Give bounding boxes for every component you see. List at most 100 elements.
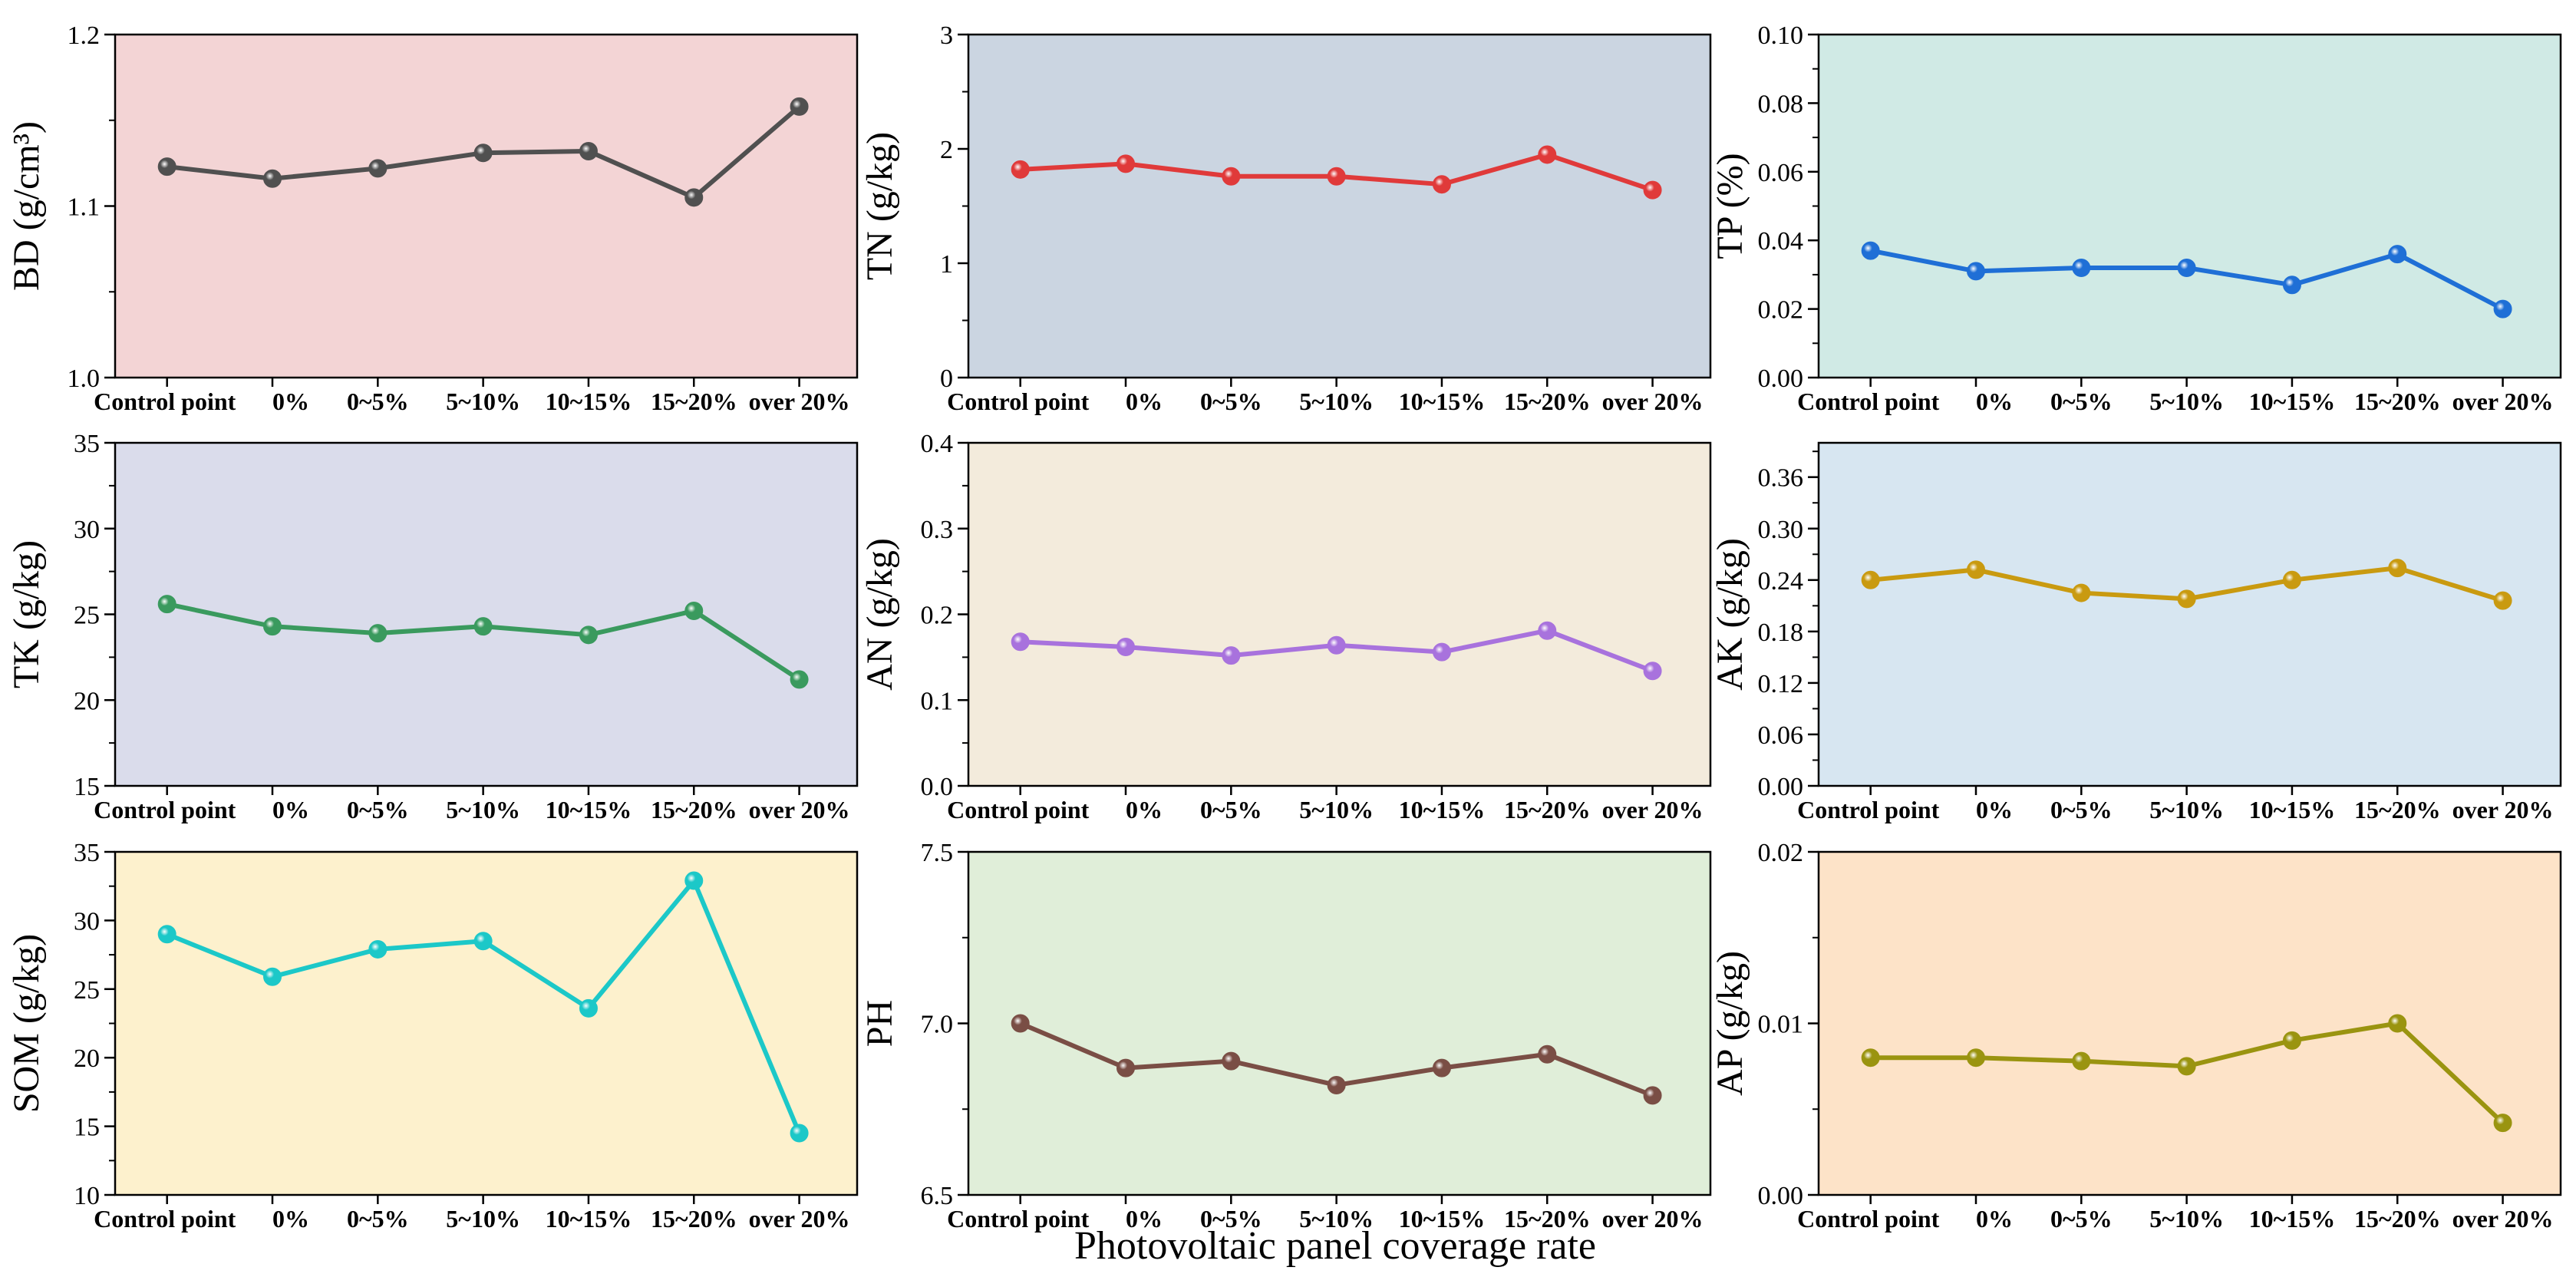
data-point-tk xyxy=(263,617,282,636)
y-tick-label-ak: 0.06 xyxy=(1758,721,1804,750)
plot-area-tk xyxy=(115,443,857,786)
data-point-ak xyxy=(2072,583,2091,602)
x-tick-label-ap: 0~5% xyxy=(2050,1205,2113,1233)
data-point-ph xyxy=(1011,1014,1030,1033)
data-point-ak xyxy=(1967,560,1986,579)
plot-frame-ph xyxy=(967,850,1712,1196)
chart-panel-ap: 0.00 0.01 0.02 Control point 0% 0~5% 5~10% 10~1… xyxy=(1710,839,2562,1233)
y-tick-label-tn: 1 xyxy=(940,250,953,279)
y-tick-label-tp: 0.04 xyxy=(1758,227,1804,256)
y-tick-label-tp: 0.08 xyxy=(1758,90,1804,118)
x-tick-label-tn: 5~10% xyxy=(1299,388,1374,415)
x-tick-label-som: 15~20% xyxy=(651,1205,737,1233)
y-tick-label-tk: 20 xyxy=(74,687,100,715)
x-tick-label-tk: 10~15% xyxy=(546,796,632,823)
plot-frame-ak xyxy=(1817,441,2562,787)
data-point-an xyxy=(1327,635,1346,655)
x-tick-label-bd: 15~20% xyxy=(651,388,737,415)
figure-x-axis-label: Photovoltaic panel coverage rate xyxy=(1074,1224,1596,1268)
x-tick-label-ph: 15~20% xyxy=(1504,1205,1591,1233)
x-tick-label-tp: 15~20% xyxy=(2354,388,2441,415)
y-tick-label-tn: 2 xyxy=(940,136,953,164)
data-point-ap xyxy=(2177,1057,2196,1076)
x-tick-label-tk: Control point xyxy=(94,796,236,823)
y-tick-label-ap: 0.02 xyxy=(1758,839,1804,867)
x-tick-label-bd: 0~5% xyxy=(347,388,409,415)
plot-area-tn xyxy=(968,35,1710,378)
x-tick-label-tn: 0% xyxy=(1126,388,1163,415)
x-tick-label-tn: Control point xyxy=(947,388,1090,415)
y-tick-label-bd: 1.2 xyxy=(68,21,101,50)
data-point-tk xyxy=(368,624,388,643)
x-tick-label-an: 0% xyxy=(1126,796,1163,823)
data-point-bd xyxy=(263,169,282,188)
x-tick-label-ak: 5~10% xyxy=(2149,796,2224,823)
x-tick-label-tp: Control point xyxy=(1797,388,1940,415)
plot-area-ph xyxy=(968,852,1710,1195)
data-point-tn xyxy=(1327,167,1346,186)
y-tick-label-som: 35 xyxy=(74,839,100,867)
data-point-bd xyxy=(579,141,598,160)
x-tick-label-tn: over 20% xyxy=(1602,388,1704,415)
y-tick-label-tp: 0.02 xyxy=(1758,296,1804,325)
x-tick-label-an: Control point xyxy=(947,796,1090,823)
data-point-tk xyxy=(684,602,704,621)
chart-panel-bd: 1.0 1.1 1.2 Control point 0% 0~5% 5~10% 10~15% 1… xyxy=(6,21,859,415)
x-tick-label-bd: 5~10% xyxy=(446,388,520,415)
data-point-ap xyxy=(2072,1051,2091,1071)
data-point-ph xyxy=(1222,1051,1241,1071)
data-point-an xyxy=(1538,621,1557,640)
x-tick-label-ak: 0% xyxy=(1976,796,2013,823)
data-point-tn xyxy=(1432,175,1451,194)
plot-area-tp xyxy=(1819,35,2561,378)
y-tick-label-som: 30 xyxy=(74,907,100,936)
x-tick-label-som: 0~5% xyxy=(347,1205,409,1233)
x-tick-label-ap: 15~20% xyxy=(2354,1205,2441,1233)
data-point-ap xyxy=(1967,1048,1986,1068)
y-tick-label-bd: 1.0 xyxy=(68,365,101,393)
x-tick-label-bd: 10~15% xyxy=(546,388,632,415)
data-point-bd xyxy=(790,97,809,116)
data-point-ak xyxy=(2388,559,2407,578)
y-tick-label-ph: 7.0 xyxy=(921,1011,954,1039)
data-point-som xyxy=(684,871,704,890)
x-tick-label-ap: 10~15% xyxy=(2249,1205,2336,1233)
data-point-ak xyxy=(2177,589,2196,609)
plot-area-bd xyxy=(115,35,857,378)
y-axis-title-ap: AP (g/kg) xyxy=(1710,951,1750,1096)
x-tick-label-tk: 15~20% xyxy=(651,796,737,823)
plot-frame-tk xyxy=(114,441,859,787)
x-tick-label-tn: 0~5% xyxy=(1200,388,1262,415)
data-point-ph xyxy=(1538,1044,1557,1064)
x-tick-label-an: 15~20% xyxy=(1504,796,1591,823)
data-point-ph xyxy=(1643,1086,1662,1105)
y-tick-label-som: 20 xyxy=(74,1044,100,1073)
data-point-tk xyxy=(790,670,809,689)
data-point-som xyxy=(368,939,388,959)
data-point-tp xyxy=(2282,276,2301,295)
data-point-bd xyxy=(368,159,388,178)
plot-frame-an xyxy=(967,441,1712,787)
data-point-tn xyxy=(1011,160,1030,179)
y-tick-label-som: 25 xyxy=(74,976,100,1005)
y-tick-label-ak: 0.18 xyxy=(1758,619,1804,647)
data-point-som xyxy=(790,1124,809,1143)
y-tick-label-som: 10 xyxy=(74,1182,100,1210)
x-tick-label-ak: Control point xyxy=(1797,796,1940,823)
y-axis-title-bd: BD (g/cm³) xyxy=(6,121,47,291)
chart-panel-ak: 0.00 0.06 0.12 0.18 0.24 0.30 0.36 Control poin… xyxy=(1710,441,2562,823)
plot-frame-som xyxy=(114,850,859,1196)
data-point-tk xyxy=(157,595,176,614)
data-point-ph xyxy=(1432,1058,1451,1077)
y-axis-title-an: AN (g/kg) xyxy=(859,538,900,691)
y-tick-label-ak: 0.30 xyxy=(1758,516,1804,544)
x-tick-label-som: 0% xyxy=(272,1205,309,1233)
data-point-bd xyxy=(157,157,176,177)
y-tick-label-ak: 0.12 xyxy=(1758,670,1804,698)
x-tick-label-tn: 15~20% xyxy=(1504,388,1591,415)
x-tick-label-som: 5~10% xyxy=(446,1205,520,1233)
y-tick-label-tk: 35 xyxy=(74,430,100,458)
x-tick-label-ph: 0~5% xyxy=(1200,1205,1262,1233)
x-tick-label-ak: 0~5% xyxy=(2050,796,2113,823)
